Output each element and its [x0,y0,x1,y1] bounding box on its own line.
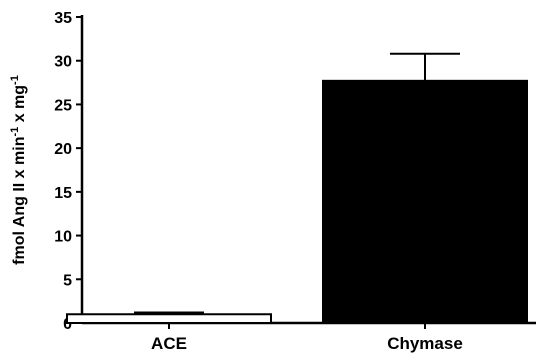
y-tick-label-2: 10 [54,229,72,246]
x-tick-label-ace: ACE [151,334,187,353]
bar-ace [66,313,272,324]
y-tick-label-3: 15 [54,185,72,202]
y-axis-title-part-2: x mg [11,85,28,127]
y-tick-label-0: 0 [63,316,72,333]
y-tick-label-5: 25 [54,97,72,114]
bar-chymase [322,79,528,324]
y-axis-title: fmol Ang II x min-1 x mg-1 [9,75,28,265]
y-tick-label-7: 35 [54,10,72,27]
y-tick-label-6: 30 [54,54,72,71]
y-axis-title-part-1: fmol Ang II x min [11,137,28,265]
y-axis-title-superscript-2: -1 [9,75,21,85]
y-axis-title-superscript-1: -1 [9,127,21,137]
x-tick-label-chymase: Chymase [387,334,463,353]
y-tick-label-1: 5 [63,272,72,289]
plot-area: 0 5 10 15 20 25 30 35 ACE Chymase [54,10,536,353]
y-tick-label-4: 20 [54,141,72,158]
